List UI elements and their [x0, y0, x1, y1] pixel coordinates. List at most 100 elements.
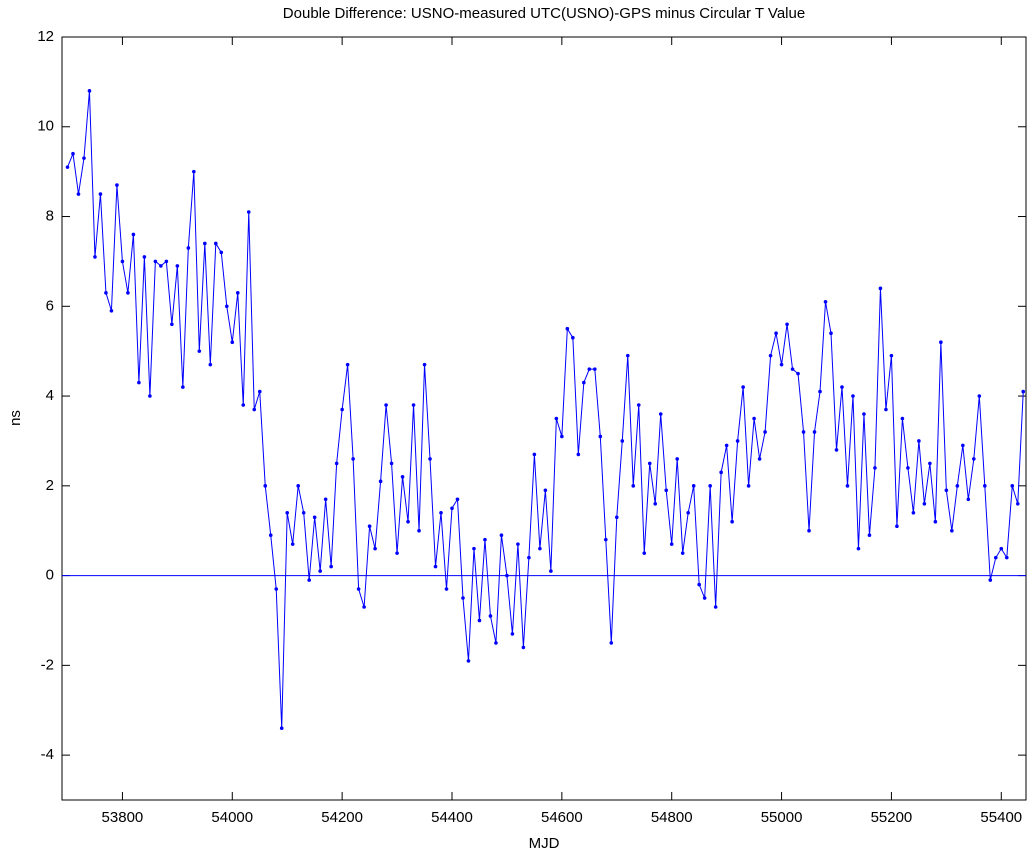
data-point — [609, 641, 614, 645]
data-point — [307, 578, 311, 582]
data-point — [126, 291, 130, 295]
data-point — [598, 434, 603, 439]
data-point — [362, 605, 366, 609]
data-point — [972, 457, 976, 461]
data-point — [285, 510, 290, 515]
data-point — [345, 362, 350, 367]
y-tick-label: 6 — [46, 297, 54, 314]
data-point — [367, 524, 372, 529]
data-point — [774, 331, 778, 336]
data-point — [686, 510, 690, 515]
data-point — [895, 524, 899, 529]
data-point — [735, 439, 740, 443]
data-point — [796, 371, 800, 376]
data-point — [203, 241, 207, 246]
data-point — [340, 407, 344, 412]
y-tick-label: -4 — [41, 746, 54, 763]
y-tick-label: 2 — [46, 477, 54, 494]
data-point — [208, 362, 213, 367]
data-point — [812, 430, 817, 434]
data-point — [120, 259, 125, 264]
data-point — [922, 501, 927, 506]
data-point — [71, 151, 75, 156]
data-point — [450, 506, 454, 511]
x-tick-label: 53800 — [102, 809, 144, 826]
data-point — [444, 587, 449, 591]
data-point — [741, 385, 745, 389]
data-point — [538, 546, 542, 551]
data-point — [757, 457, 762, 461]
data-point — [241, 403, 246, 407]
data-point — [917, 439, 921, 443]
data-point — [214, 241, 218, 246]
data-point — [483, 537, 487, 542]
data-line — [67, 90, 1024, 729]
data-point — [906, 466, 910, 470]
data-point — [625, 353, 630, 358]
data-point — [494, 641, 498, 645]
data-point — [779, 362, 784, 367]
data-point — [565, 326, 570, 331]
x-tick-label: 55400 — [980, 809, 1022, 826]
data-point — [856, 546, 861, 551]
data-point — [549, 569, 553, 573]
data-point — [653, 501, 658, 506]
y-tick-label: 0 — [46, 567, 54, 584]
data-point — [406, 519, 410, 524]
data-point — [235, 291, 240, 295]
data-point — [257, 389, 262, 394]
data-point — [983, 484, 987, 488]
x-tick-label: 54600 — [541, 809, 583, 826]
data-point — [928, 461, 932, 466]
data-point — [807, 528, 811, 533]
data-point — [603, 537, 608, 542]
data-point — [801, 430, 806, 434]
data-point — [455, 497, 460, 502]
data-point — [620, 439, 625, 443]
x-tick-label: 54400 — [431, 809, 473, 826]
data-point — [104, 291, 108, 295]
data-point — [384, 403, 388, 407]
data-point — [329, 564, 333, 569]
data-point — [510, 632, 515, 636]
x-tick-label: 54800 — [651, 809, 693, 826]
data-point — [65, 165, 70, 169]
y-tick-label: 4 — [46, 387, 54, 404]
data-point — [301, 510, 306, 515]
data-point — [148, 394, 152, 398]
data-point — [999, 546, 1004, 551]
data-point — [763, 430, 767, 434]
data-point — [988, 578, 993, 582]
data-point — [675, 457, 680, 461]
data-point — [571, 335, 575, 340]
data-point — [334, 461, 339, 466]
data-point — [719, 470, 723, 475]
data-point — [582, 380, 586, 385]
data-point — [977, 394, 982, 398]
data-point — [417, 528, 421, 533]
data-point — [576, 452, 581, 457]
data-point — [477, 618, 482, 623]
data-point — [356, 587, 361, 591]
data-point — [170, 322, 174, 327]
x-tick-label: 55000 — [761, 809, 803, 826]
data-point — [878, 286, 883, 291]
data-point — [527, 555, 531, 560]
data-point — [87, 89, 92, 93]
data-point — [159, 264, 163, 268]
y-tick-label: 12 — [37, 28, 54, 45]
data-point — [829, 331, 833, 336]
chart-title: Double Difference: USNO-measured UTC(USN… — [283, 5, 805, 22]
data-point — [76, 192, 81, 196]
data-point — [395, 551, 399, 555]
data-point — [433, 564, 438, 569]
data-point — [137, 380, 141, 385]
data-point — [900, 416, 905, 421]
data-point — [373, 546, 377, 551]
data-point — [642, 551, 647, 555]
data-point — [219, 250, 224, 255]
data-point — [153, 259, 158, 264]
data-point — [939, 340, 943, 345]
data-point — [834, 448, 839, 452]
data-point — [164, 259, 169, 264]
